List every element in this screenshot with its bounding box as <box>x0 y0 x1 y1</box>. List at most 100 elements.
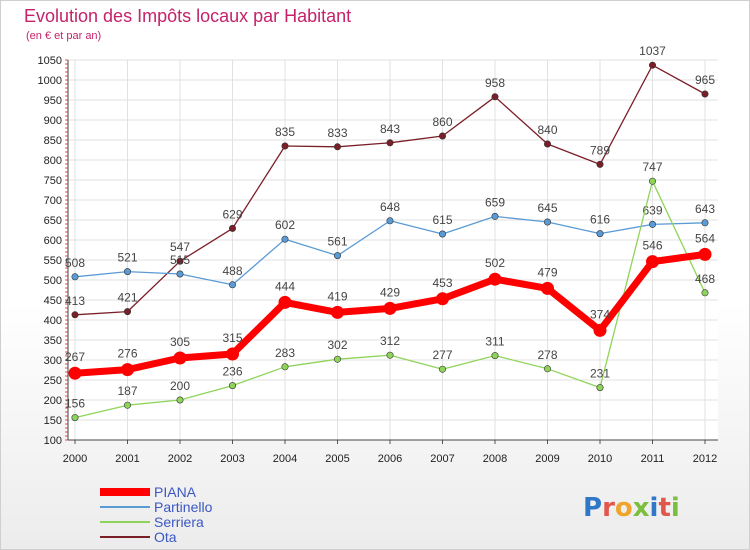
data-label: 648 <box>380 200 400 214</box>
legend-item-partinello: Partinello <box>100 499 213 515</box>
data-label: 305 <box>170 335 190 349</box>
data-point <box>438 132 446 140</box>
data-point <box>543 140 551 148</box>
data-label: 276 <box>117 347 137 361</box>
x-tick-label: 2012 <box>693 453 717 465</box>
x-tick-label: 2004 <box>273 453 297 465</box>
data-label: 508 <box>65 256 85 270</box>
legend-item-ota: Ota <box>100 529 177 545</box>
data-label: 546 <box>642 239 662 253</box>
data-point <box>121 363 134 377</box>
data-label: 502 <box>485 256 505 270</box>
data-label: 187 <box>117 384 137 398</box>
data-point <box>701 289 709 297</box>
data-label: 840 <box>537 123 557 137</box>
y-tick-label: 450 <box>44 295 62 307</box>
series-partinello: 508 521 515 488 602 561 648 615 659 645 616 639 643 <box>65 195 715 289</box>
y-tick-label: 500 <box>44 275 62 287</box>
y-tick-label: 950 <box>44 95 62 107</box>
y-tick-label: 300 <box>44 355 62 367</box>
data-point <box>333 355 341 363</box>
x-tick-label: 2007 <box>430 453 454 465</box>
grid-lines <box>68 59 718 441</box>
y-tick-label: 250 <box>44 375 62 387</box>
y-tick-label: 700 <box>44 195 62 207</box>
data-point <box>438 230 446 238</box>
data-label: 453 <box>432 276 452 290</box>
data-point <box>491 212 499 220</box>
data-label: 311 <box>485 335 504 349</box>
data-point <box>488 272 502 286</box>
data-label: 302 <box>327 338 347 352</box>
data-label: 860 <box>432 115 452 129</box>
data-point <box>491 93 499 101</box>
x-tick-label: 2009 <box>535 453 559 465</box>
data-label: 561 <box>327 235 347 249</box>
proxiti-logo: Proxiti <box>583 493 680 523</box>
data-label: 479 <box>537 265 557 279</box>
data-point <box>176 257 184 265</box>
chart-subtitle: (en € et par an) <box>26 30 101 42</box>
x-tick-label: 2003 <box>220 453 244 465</box>
data-point <box>229 382 237 390</box>
data-label: 444 <box>275 279 295 293</box>
data-label: 833 <box>327 126 347 140</box>
data-point <box>698 247 712 261</box>
data-label: 315 <box>222 331 242 345</box>
data-label: 278 <box>537 348 557 362</box>
data-point <box>596 160 604 168</box>
data-label: 413 <box>65 294 85 308</box>
y-tick-label: 750 <box>44 175 62 187</box>
data-label: 374 <box>590 307 610 321</box>
data-point <box>436 292 449 306</box>
y-tick-label: 650 <box>44 215 62 227</box>
chart-title: Evolution des Impôts locaux par Habitant <box>24 6 351 26</box>
legend-item-serriera: Serriera <box>100 514 204 530</box>
y-tick-label: 100 <box>44 435 62 447</box>
data-label: 283 <box>275 346 295 360</box>
y-tick-label: 1050 <box>38 55 62 67</box>
data-label: 616 <box>590 213 610 227</box>
data-label: 615 <box>432 213 452 227</box>
data-label: 231 <box>590 367 610 381</box>
x-tick-label: 2010 <box>588 453 612 465</box>
data-label: 602 <box>275 218 295 232</box>
data-point <box>124 268 132 276</box>
data-label: 747 <box>642 160 662 174</box>
data-point <box>71 273 79 281</box>
data-label: 277 <box>432 348 452 362</box>
legend-label: Serriera <box>154 514 204 530</box>
data-point <box>124 308 132 316</box>
data-label: 965 <box>695 73 715 87</box>
data-label: 564 <box>695 231 715 245</box>
x-tick-label: 2006 <box>378 453 402 465</box>
x-tick-label: 2000 <box>63 453 87 465</box>
data-point <box>226 347 239 361</box>
data-point <box>596 230 604 238</box>
plot-area <box>68 60 718 440</box>
series-ota: 413 421 547 629 835 833 843 860 958 840 789 1037 965 <box>65 44 715 319</box>
y-tick-label: 400 <box>44 315 62 327</box>
data-label: 958 <box>485 76 505 90</box>
logo-letter: o <box>615 493 633 523</box>
data-point <box>333 252 341 260</box>
data-point <box>333 143 341 151</box>
data-point <box>541 281 554 295</box>
data-label: 521 <box>117 251 137 265</box>
data-label: 156 <box>65 397 85 411</box>
data-point <box>701 219 709 227</box>
data-point <box>386 217 394 225</box>
data-point <box>281 363 289 371</box>
data-label: 515 <box>170 253 190 267</box>
data-point <box>593 323 607 337</box>
data-label: 835 <box>275 125 295 139</box>
data-point <box>648 220 656 228</box>
y-tick-label: 150 <box>44 415 62 427</box>
data-label: 789 <box>590 143 610 157</box>
logo-letter: r <box>602 493 615 523</box>
y-tick-label: 350 <box>44 335 62 347</box>
data-point <box>229 281 237 289</box>
data-point <box>173 351 187 365</box>
